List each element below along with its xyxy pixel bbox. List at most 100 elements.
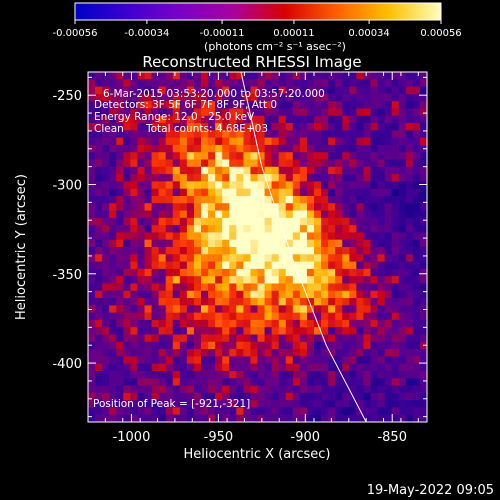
heatmap-cell	[102, 137, 110, 146]
heatmap-cell	[229, 108, 237, 117]
heatmap-cell	[412, 225, 421, 234]
heatmap-cell	[384, 268, 393, 277]
heatmap-cell	[165, 232, 174, 241]
heatmap-cell	[109, 363, 117, 372]
heatmap-cell	[377, 181, 386, 190]
heatmap-cell	[419, 130, 427, 139]
heatmap-cell	[321, 370, 329, 379]
heatmap-cell	[158, 407, 167, 416]
heatmap-cell	[123, 93, 131, 102]
heatmap-cell	[250, 86, 259, 95]
heatmap-cell	[116, 188, 124, 197]
heatmap-cell	[257, 130, 266, 139]
heatmap-cell	[412, 261, 421, 270]
heatmap-cell	[321, 363, 329, 372]
heatmap-cell	[292, 254, 301, 263]
heatmap-cell	[384, 93, 393, 102]
heatmap-cell	[208, 385, 216, 394]
heatmap-cell	[419, 385, 427, 394]
heatmap-cell	[95, 261, 103, 270]
heatmap-cell	[306, 283, 315, 292]
heatmap-cell	[306, 217, 315, 226]
heatmap-cell	[412, 93, 421, 102]
heatmap-cell	[278, 130, 287, 139]
heatmap-cell	[335, 93, 343, 102]
heatmap-cell	[186, 225, 195, 234]
heatmap-cell	[95, 407, 103, 416]
heatmap-cell	[158, 144, 167, 153]
heatmap-cell	[109, 247, 117, 255]
heatmap-cell	[278, 319, 287, 328]
heatmap-cell	[370, 188, 379, 197]
heatmap-cell	[116, 232, 124, 241]
heatmap-cell	[271, 232, 280, 241]
heatmap-cell	[384, 341, 393, 350]
heatmap-cell	[250, 174, 259, 182]
heatmap-cell	[130, 203, 139, 212]
heatmap-cell	[391, 210, 400, 219]
heatmap-cell	[222, 283, 230, 292]
heatmap-cell	[271, 115, 280, 124]
heatmap-cell	[391, 370, 400, 379]
heatmap-cell	[236, 392, 244, 401]
heatmap-cell	[215, 86, 223, 95]
heatmap-cell	[335, 254, 343, 263]
heatmap-cell	[116, 290, 124, 299]
heatmap-cell	[130, 123, 139, 131]
heatmap-cell	[412, 144, 421, 153]
heatmap-cell	[102, 290, 110, 299]
heatmap-cell	[165, 378, 174, 387]
heatmap-cell	[398, 101, 407, 110]
heatmap-cell	[151, 86, 160, 95]
heatmap-cell	[342, 130, 350, 139]
heatmap-cell	[257, 232, 266, 241]
heatmap-cell	[328, 349, 336, 357]
heatmap-cell	[236, 144, 244, 153]
heatmap-cell	[186, 152, 195, 161]
heatmap-cell	[201, 137, 209, 146]
heatmap-cell	[158, 414, 167, 422]
heatmap-cell	[349, 261, 357, 270]
heatmap-cell	[193, 232, 202, 241]
heatmap-cell	[109, 341, 117, 350]
heatmap-cell	[306, 130, 315, 139]
heatmap-cell	[391, 152, 400, 161]
annotation-detectors: Detectors: 3F 5F 6F 7F 8F 9F, Att 0	[94, 99, 277, 111]
heatmap-cell	[172, 370, 181, 379]
heatmap-cell	[179, 232, 188, 241]
heatmap-cell	[349, 123, 357, 131]
heatmap-cell	[384, 327, 393, 336]
heatmap-cell	[88, 152, 96, 161]
heatmap-cell	[193, 290, 202, 299]
heatmap-cell	[123, 254, 131, 263]
heatmap-cell	[384, 232, 393, 241]
heatmap-cell	[236, 268, 244, 277]
heatmap-cell	[208, 86, 216, 95]
heatmap-cell	[377, 378, 386, 387]
heatmap-cell	[186, 115, 195, 124]
heatmap-cell	[186, 319, 195, 328]
heatmap-cell	[328, 312, 336, 321]
heatmap-cell	[215, 268, 223, 277]
heatmap-cell	[165, 86, 174, 95]
heatmap-cell	[278, 400, 287, 409]
heatmap-cell	[419, 298, 427, 306]
heatmap-cell	[215, 239, 223, 248]
heatmap-cell	[193, 261, 202, 270]
heatmap-cell	[328, 378, 336, 387]
heatmap-cell	[370, 166, 379, 175]
heatmap-cell	[292, 115, 301, 124]
heatmap-cell	[123, 247, 131, 255]
heatmap-cell	[137, 115, 146, 124]
heatmap-cell	[137, 101, 146, 110]
heatmap-cell	[299, 392, 308, 401]
heatmap-cell	[328, 137, 336, 146]
heatmap-cell	[229, 370, 237, 379]
colorbar-gradient	[74, 2, 442, 21]
heatmap-cell	[299, 181, 308, 190]
heatmap-cell	[116, 203, 124, 212]
heatmap-cell	[398, 378, 407, 387]
heatmap-cell	[398, 327, 407, 336]
heatmap-cell	[370, 217, 379, 226]
heatmap-cell	[271, 137, 280, 146]
